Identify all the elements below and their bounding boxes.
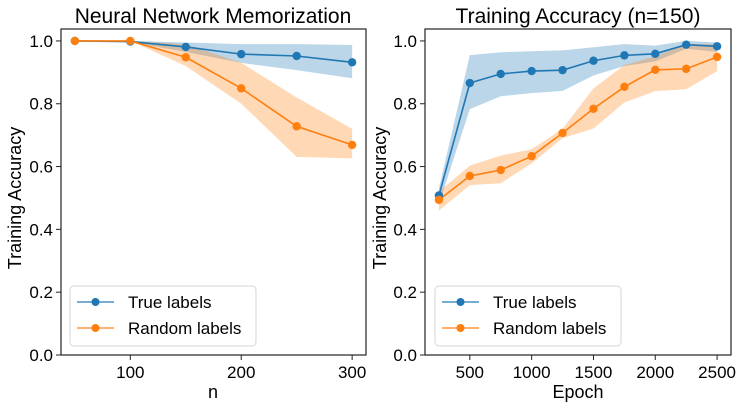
legend: True labels Random labels (434, 285, 622, 347)
series-lines (438, 43, 718, 201)
line-random-labels (74, 40, 353, 146)
x-tick-label: 200 (227, 363, 255, 382)
point-random-labels (434, 195, 444, 205)
legend-item-random-labels: Random labels (77, 319, 241, 338)
y-axis-ticks: 0.0 0.2 0.4 0.6 0.8 1.0 (393, 32, 425, 365)
point-true-labels (589, 56, 598, 65)
x-tick-label: 2500 (698, 363, 736, 382)
y-tick-label: 1.0 (29, 32, 53, 51)
point-true-labels (181, 42, 190, 52)
y-tick-label: 0.0 (29, 346, 53, 365)
point-random-labels (465, 171, 475, 181)
y-tick-label: 0.0 (393, 346, 417, 365)
point-random-labels (712, 52, 722, 62)
legend-label: Random labels (493, 319, 606, 338)
x-tick-label: 300 (338, 363, 366, 382)
y-tick-label: 0.4 (29, 220, 53, 239)
band-true-labels (74, 40, 353, 79)
y-axis-label: Training Accuracy (5, 127, 25, 269)
point-random-labels (70, 36, 80, 46)
series-markers (70, 36, 357, 150)
y-axis-label: Training Accuracy (370, 127, 390, 269)
point-random-labels (496, 165, 505, 175)
point-random-labels (651, 65, 660, 75)
axes-frame (424, 28, 732, 356)
point-true-labels (712, 42, 722, 51)
x-axis-label: Epoch (552, 382, 603, 402)
y-tick-label: 0.2 (393, 283, 417, 302)
band-random-labels (438, 44, 718, 211)
legend-box (69, 285, 257, 347)
legend-label: True labels (493, 293, 576, 312)
y-tick-label: 0.6 (29, 158, 53, 177)
point-true-labels (651, 49, 660, 59)
legend-marker (91, 298, 100, 306)
y-tick-label: 0.6 (393, 158, 417, 177)
legend-item-random-labels: Random labels (442, 319, 606, 338)
y-tick-label: 1.0 (393, 32, 417, 51)
legend-marker (91, 324, 100, 332)
x-axis-ticks: 100 200 300 (116, 355, 366, 382)
legend: True labels Random labels (69, 285, 257, 347)
legend-marker (456, 298, 465, 306)
band-true-labels (438, 40, 718, 205)
x-tick-label: 100 (116, 363, 144, 382)
legend-item-true-labels: True labels (442, 293, 576, 312)
legend-label: True labels (128, 293, 211, 312)
point-true-labels (292, 51, 301, 61)
point-true-labels (527, 66, 536, 76)
legend-item-true-labels: True labels (77, 293, 211, 312)
y-axis-ticks: 0.0 0.2 0.4 0.6 0.8 1.0 (29, 32, 61, 365)
band-random-labels (74, 40, 353, 159)
confidence-bands (74, 40, 353, 159)
axes-frame (60, 28, 367, 356)
point-true-labels (237, 49, 246, 59)
x-axis-ticks: 500 1000 1500 2000 2500 (456, 355, 736, 382)
point-random-labels (347, 140, 357, 150)
point-true-labels (558, 65, 567, 75)
point-true-labels (347, 58, 357, 67)
point-random-labels (181, 53, 190, 62)
x-tick-label: 1500 (575, 363, 613, 382)
point-random-labels (126, 36, 135, 46)
point-random-labels (237, 84, 246, 93)
point-true-labels (681, 40, 691, 49)
y-tick-label: 0.4 (393, 220, 417, 239)
confidence-bands (438, 40, 718, 211)
legend-label: Random labels (128, 319, 241, 338)
point-random-labels (681, 64, 691, 74)
y-tick-label: 0.8 (393, 95, 417, 114)
legend-marker (456, 324, 465, 332)
series-markers (434, 40, 722, 205)
point-random-labels (292, 122, 301, 131)
point-random-labels (527, 151, 536, 161)
legend-box (434, 285, 622, 347)
panel-memorization: Neural Network Memorization 100 200 300 0.… (5, 5, 367, 402)
point-random-labels (558, 128, 567, 138)
point-true-labels (620, 51, 629, 60)
point-random-labels (620, 82, 629, 91)
point-true-labels (465, 78, 475, 88)
series-lines (74, 40, 353, 146)
x-tick-label: 500 (456, 363, 484, 382)
x-tick-label: 2000 (636, 363, 674, 382)
line-true-labels (438, 43, 718, 196)
chart-title: Training Accuracy (n=150) (456, 5, 701, 28)
y-tick-label: 0.8 (29, 95, 53, 114)
point-true-labels (496, 69, 505, 79)
x-axis-label: n (208, 382, 218, 402)
y-tick-label: 0.2 (29, 283, 53, 302)
chart-title: Neural Network Memorization (75, 5, 352, 28)
point-random-labels (589, 104, 598, 113)
panel-training-accuracy: Training Accuracy (n=150) 500 1000 1500 200… (370, 5, 736, 402)
line-random-labels (438, 56, 718, 201)
x-tick-label: 1000 (513, 363, 551, 382)
